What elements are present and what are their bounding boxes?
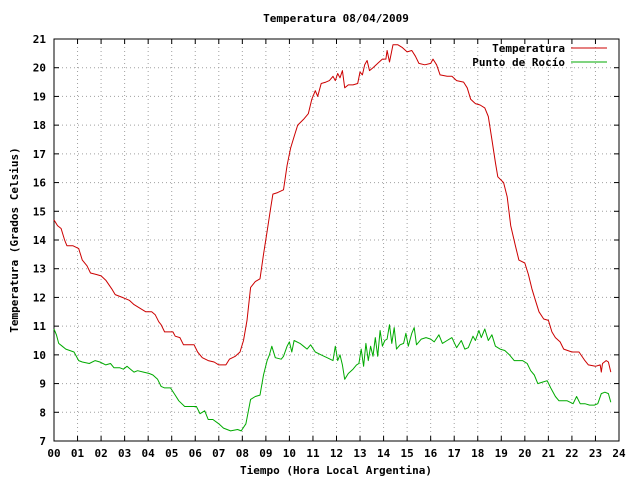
x-tick-label: 19: [495, 447, 508, 460]
y-tick-label: 18: [33, 119, 46, 132]
x-tick-label: 14: [377, 447, 391, 460]
x-axis-label: Tiempo (Hora Local Argentina): [240, 464, 432, 477]
x-tick-label: 10: [283, 447, 296, 460]
x-tick-label: 11: [306, 447, 320, 460]
y-tick-labels: 7 8 9 10 11 12 13 14 15 16 17 18 19 20 21: [33, 33, 47, 448]
y-tick-label: 8: [39, 406, 46, 419]
x-tick-label: 17: [448, 447, 461, 460]
x-tick-label: 03: [118, 447, 131, 460]
y-tick-label: 19: [33, 90, 46, 103]
x-tick-label: 18: [471, 447, 484, 460]
x-tick-label: 12: [330, 447, 343, 460]
y-tick-label: 21: [33, 33, 47, 46]
chart-title: Temperatura 08/04/2009: [263, 12, 409, 25]
x-tick-label: 01: [71, 447, 85, 460]
x-tick-label: 02: [94, 447, 107, 460]
x-tick-label: 09: [259, 447, 272, 460]
y-tick-label: 12: [33, 291, 46, 304]
x-tick-label: 00: [47, 447, 60, 460]
x-tick-label: 07: [212, 447, 225, 460]
series-lines: [53, 44, 612, 432]
x-tick-label: 22: [565, 447, 578, 460]
x-tick-label: 15: [401, 447, 414, 460]
x-tick-label: 08: [236, 447, 249, 460]
y-tick-label: 7: [39, 435, 46, 448]
x-tick-label: 06: [189, 447, 203, 460]
x-tick-label: 05: [165, 447, 178, 460]
x-tick-label: 16: [424, 447, 438, 460]
x-tick-label: 21: [542, 447, 556, 460]
x-tick-label: 23: [589, 447, 602, 460]
x-tick-label: 04: [142, 447, 156, 460]
legend-label: Temperatura: [492, 42, 565, 55]
x-tick-label: 13: [353, 447, 366, 460]
y-tick-label: 10: [33, 349, 46, 362]
y-tick-label: 17: [33, 148, 46, 161]
x-tick-labels: 00 01 02 03 04 05 06 07 08 09 10 11 12 13 14 15 16 17 18 19…: [47, 447, 626, 460]
x-tick-label: 24: [612, 447, 626, 460]
y-tick-label: 16: [33, 177, 47, 190]
y-tick-label: 20: [33, 62, 46, 75]
series-line-2: [53, 324, 612, 432]
axis-ticks: [53, 38, 620, 442]
y-tick-label: 13: [33, 263, 46, 276]
y-tick-label: 11: [33, 320, 47, 333]
x-tick-label: 20: [518, 447, 531, 460]
legend-label: Punto de Rocío: [472, 56, 565, 69]
series-line-1: [53, 44, 612, 373]
grid: [54, 39, 619, 441]
y-tick-label: 14: [33, 234, 47, 247]
y-tick-label: 15: [33, 205, 46, 218]
y-tick-label: 9: [39, 378, 46, 391]
y-axis-label: Temperatura (Grados Celsius): [8, 147, 21, 332]
